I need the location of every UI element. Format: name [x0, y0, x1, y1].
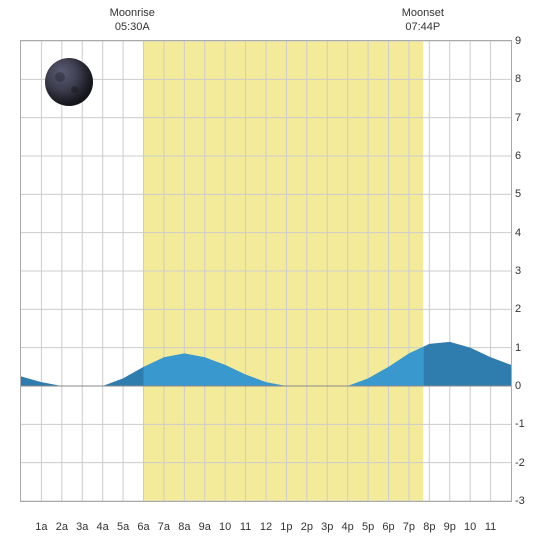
y-tick-label: 8 [515, 73, 533, 85]
x-tick-label: 3a [76, 521, 88, 533]
chart-svg [21, 41, 511, 501]
moonrise-label: Moonrise [102, 6, 162, 20]
y-tick-label: 6 [515, 150, 533, 162]
x-tick-label: 1p [280, 521, 292, 533]
y-tick-label: 5 [515, 188, 533, 200]
moonset-annotation: Moonset 07:44P [393, 6, 453, 35]
x-tick-label: 5a [117, 521, 129, 533]
x-tick-label: 9p [444, 521, 456, 533]
x-tick-label: 2a [56, 521, 68, 533]
x-tick-label: 5p [362, 521, 374, 533]
plot-area: -3-2-10123456789 1a2a3a4a5a6a7a8a9a10111… [20, 40, 512, 502]
x-tick-label: 8a [178, 521, 190, 533]
y-tick-label: 1 [515, 342, 533, 354]
x-tick-label: 4p [342, 521, 354, 533]
y-tick-label: 9 [515, 35, 533, 47]
x-tick-label: 2p [301, 521, 313, 533]
y-tick-label: 4 [515, 227, 533, 239]
y-tick-label: 0 [515, 380, 533, 392]
x-tick-label: 3p [321, 521, 333, 533]
x-tick-label: 4a [97, 521, 109, 533]
y-tick-label: -1 [515, 418, 533, 430]
x-tick-label: 10 [219, 521, 231, 533]
moonset-label: Moonset [393, 6, 453, 20]
moonrise-annotation: Moonrise 05:30A [102, 6, 162, 35]
x-tick-label: 7a [158, 521, 170, 533]
x-tick-label: 8p [423, 521, 435, 533]
x-tick-label: 11 [485, 521, 496, 533]
x-tick-label: 12 [260, 521, 272, 533]
y-tick-label: -2 [515, 457, 533, 469]
x-tick-label: 11 [240, 521, 251, 533]
y-tick-label: 7 [515, 112, 533, 124]
moonrise-time: 05:30A [102, 20, 162, 34]
moonset-time: 07:44P [393, 20, 453, 34]
tide-chart-container: Moonrise 05:30A Moonset 07:44P -3-2-1012… [0, 0, 550, 550]
x-tick-label: 10 [464, 521, 476, 533]
x-tick-label: 9a [199, 521, 211, 533]
x-tick-label: 1a [35, 521, 47, 533]
moon-phase-icon [45, 58, 93, 106]
y-tick-label: 3 [515, 265, 533, 277]
x-tick-label: 7p [403, 521, 415, 533]
x-tick-label: 6p [382, 521, 394, 533]
x-tick-label: 6a [137, 521, 149, 533]
y-tick-label: 2 [515, 303, 533, 315]
y-tick-label: -3 [515, 495, 533, 507]
